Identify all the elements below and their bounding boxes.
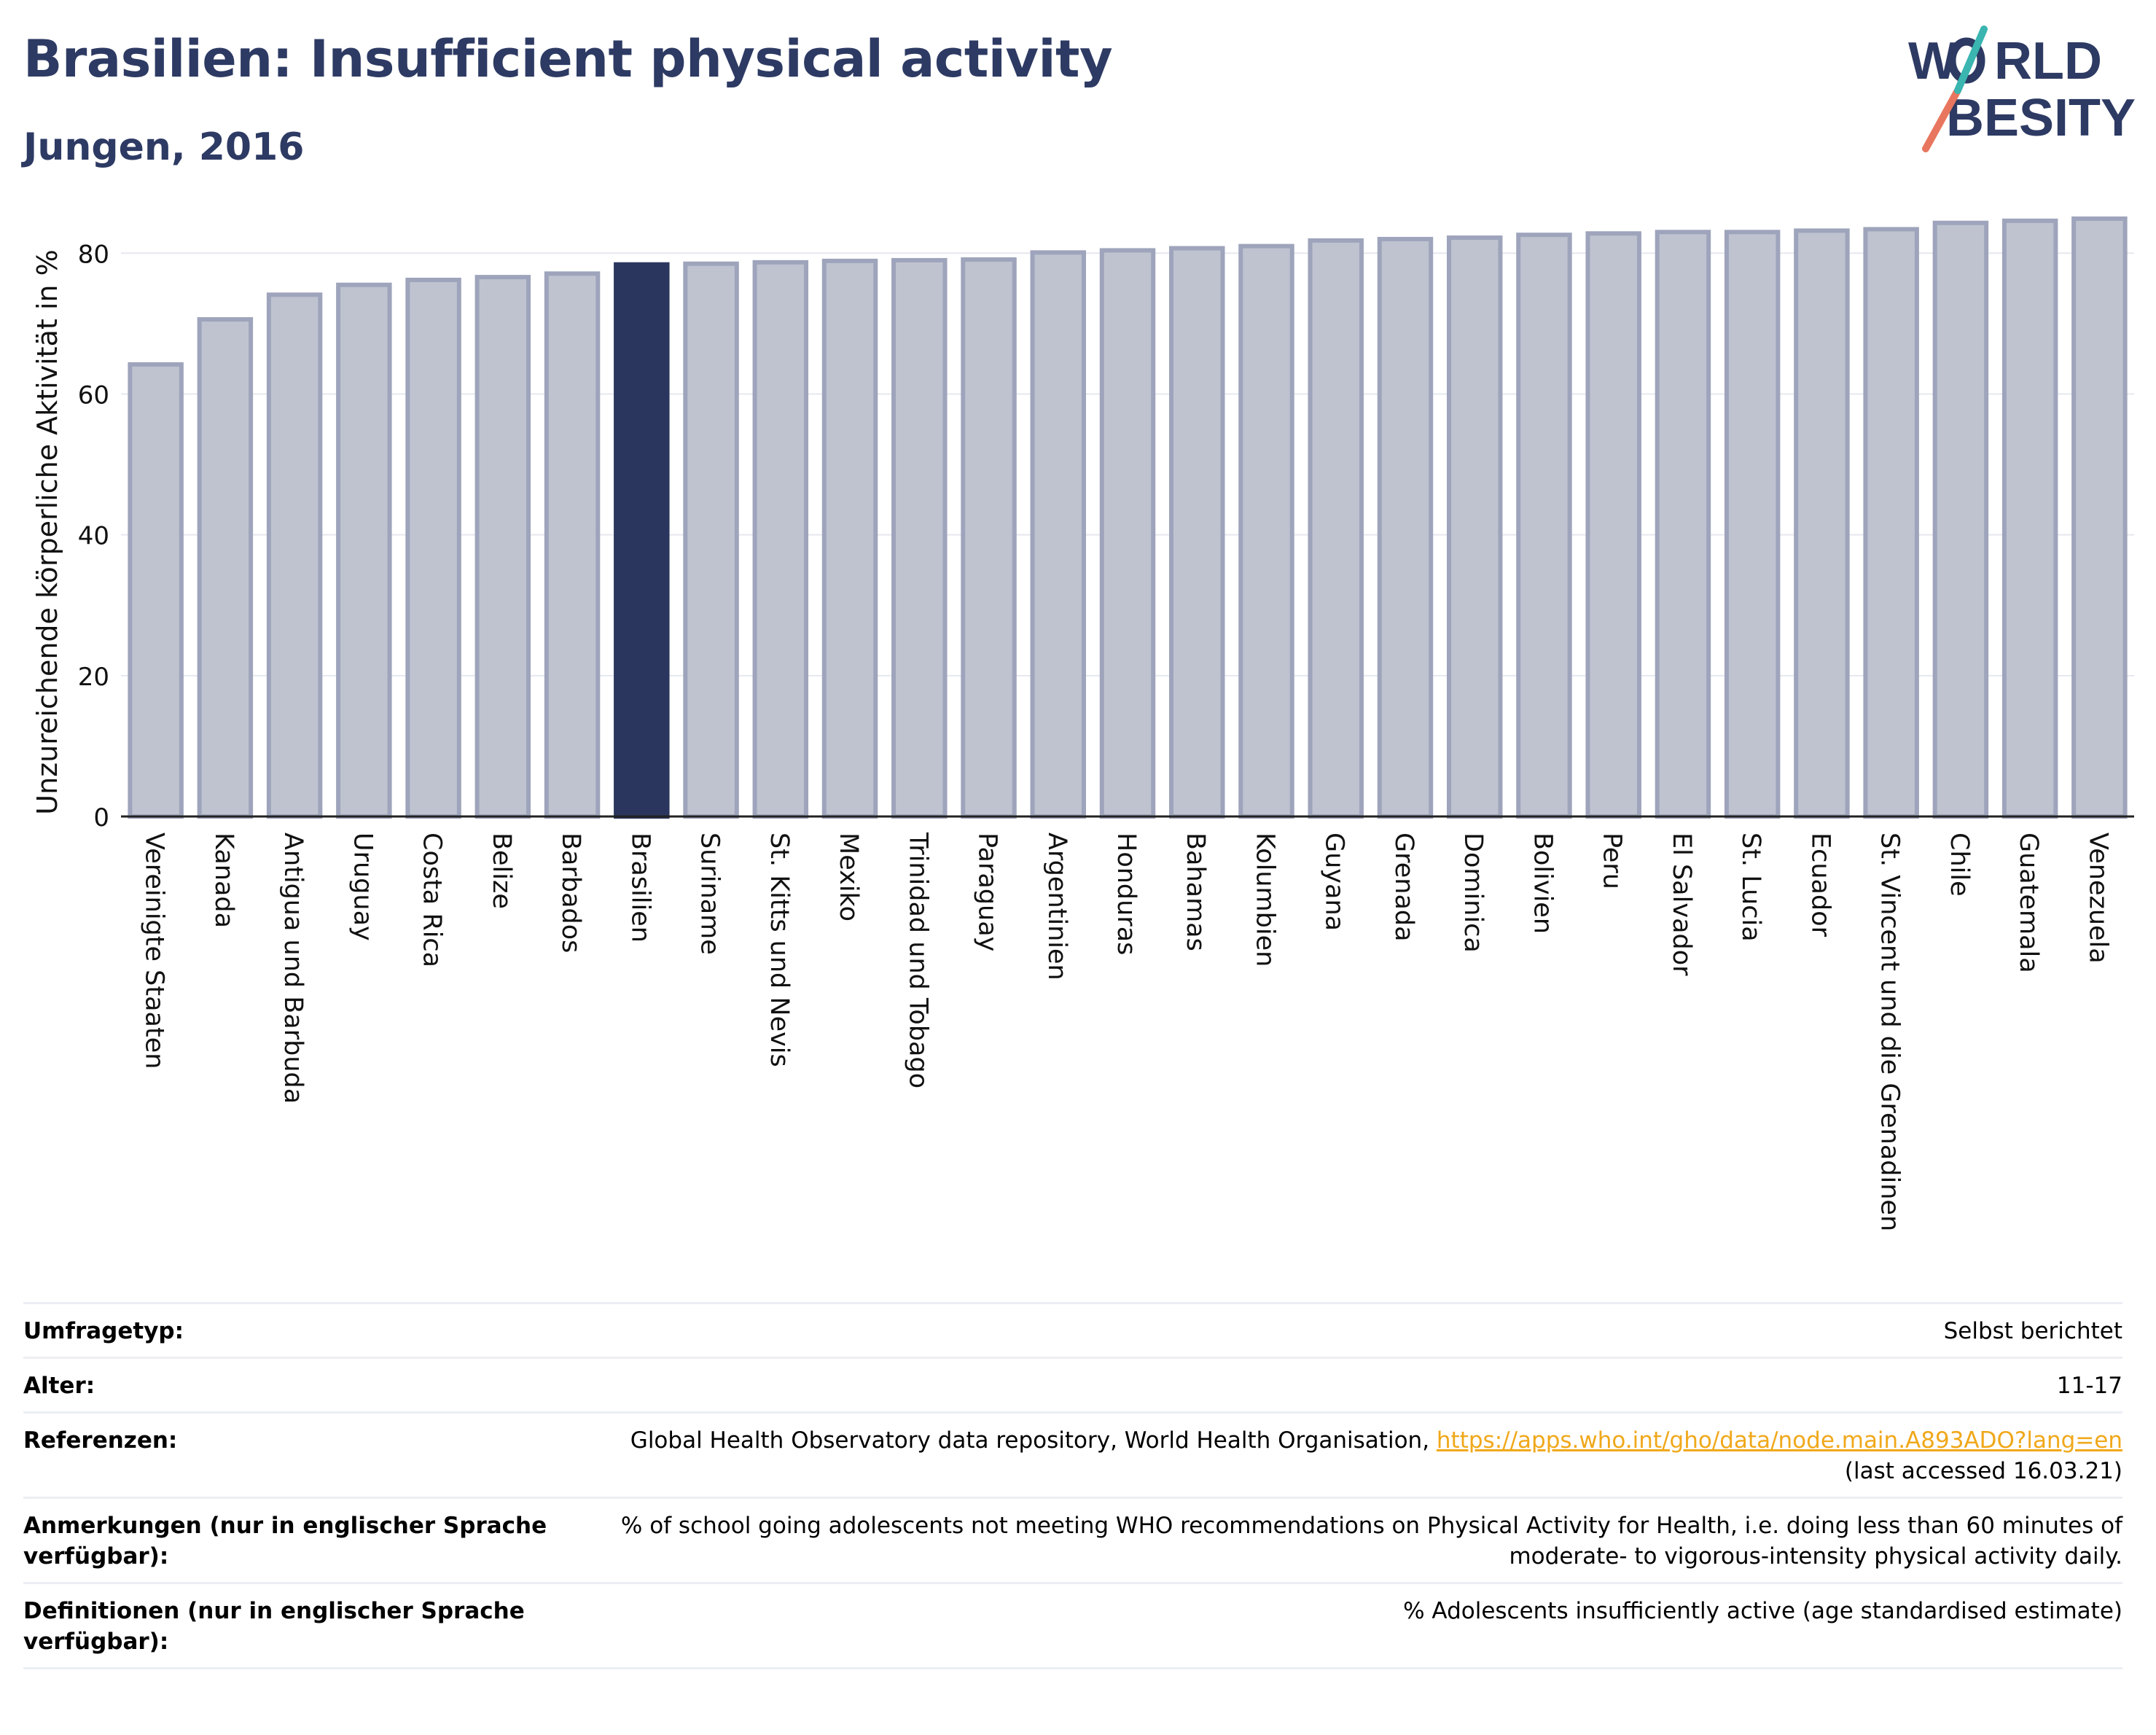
- x-tick-label: Kanada: [209, 833, 238, 928]
- x-tick-label: Peru: [1598, 833, 1627, 889]
- info-table: Umfragetyp: Selbst berichtet Alter: 11-1…: [23, 1302, 2122, 1669]
- bar-guyana: [1308, 238, 1364, 819]
- bar-suriname: [683, 261, 739, 819]
- bar-uruguay: [336, 282, 392, 819]
- bars: [128, 216, 2128, 819]
- bar-costa-rica: [405, 277, 461, 819]
- info-row-references: Referenzen: Global Health Observatory da…: [23, 1411, 2122, 1497]
- references-accessed: (last accessed 16.03.21): [1844, 1458, 2122, 1484]
- x-tick-label: Suriname: [695, 833, 724, 955]
- x-tick-label: Guyana: [1320, 833, 1349, 931]
- bar-bolivien: [1516, 233, 1572, 819]
- info-row-definitions: Definitionen (nur in englischer Sprache …: [23, 1582, 2122, 1669]
- x-tick-label: Guatemala: [2014, 833, 2043, 973]
- bar-el-salvador: [1655, 230, 1711, 819]
- x-tick-label: Paraguay: [973, 833, 1002, 951]
- references-label: Referenzen:: [23, 1427, 178, 1454]
- x-tick-labels: Vereinigte Staaten Kanada Antigua und Barb…: [140, 832, 2113, 1231]
- page-title: Brasilien: Insufficient physical activit…: [23, 29, 1113, 89]
- x-tick-label: Kolumbien: [1250, 833, 1279, 967]
- y-tick-labels: 0 20 40 60 80: [78, 240, 109, 833]
- page-subtitle: Jungen, 2016: [23, 125, 305, 169]
- x-tick-label: Vereinigte Staaten: [140, 833, 169, 1069]
- bar-st-kitts-und-nevis: [752, 260, 809, 819]
- bar-st-vincent-und-die-grenadinen: [1863, 227, 1919, 819]
- x-tick-label: St. Kitts und Nevis: [765, 833, 794, 1067]
- bar-dominica: [1446, 235, 1503, 819]
- x-tick-label: Brasilien: [625, 833, 655, 943]
- x-tick-label: Mexiko: [834, 833, 863, 921]
- x-tick-label: El Salvador: [1667, 833, 1696, 976]
- x-tick-label: Grenada: [1389, 833, 1418, 942]
- bar-bahamas: [1169, 246, 1225, 819]
- x-tick-label: Uruguay: [348, 833, 377, 941]
- bar-ecuador: [1794, 228, 1850, 819]
- world-obesity-logo: W RLD BESITY: [1908, 26, 2136, 152]
- bar-chile: [1932, 220, 1989, 819]
- references-text: Global Health Observatory data repositor…: [630, 1427, 1430, 1454]
- bar-belize: [474, 275, 531, 819]
- notes-label: Anmerkungen (nur in englischer Sprache v…: [23, 1513, 547, 1570]
- bar-paraguay: [961, 257, 1017, 819]
- y-tick-label: 60: [78, 381, 109, 410]
- bar-kanada: [197, 317, 254, 819]
- info-row-age: Alter: 11-17: [23, 1357, 2122, 1411]
- x-tick-label: Antigua und Barbuda: [278, 833, 308, 1104]
- bar-venezuela: [2071, 216, 2128, 819]
- x-tick-label: St. Lucia: [1736, 833, 1765, 942]
- x-tick-label: Venezuela: [2083, 833, 2112, 964]
- svg-text:BESITY: BESITY: [1946, 89, 2136, 147]
- x-tick-label: Costa Rica: [418, 833, 447, 967]
- x-tick-label: Belize: [487, 833, 516, 909]
- bar-mexiko: [821, 258, 878, 819]
- bar-honduras: [1099, 248, 1156, 819]
- x-tick-label: Bahamas: [1181, 833, 1210, 951]
- bar-brasilien: [614, 262, 670, 819]
- age-label: Alter:: [23, 1373, 95, 1399]
- notes-value: % of school going adolescents not meetin…: [620, 1513, 2122, 1570]
- bar-grenada: [1377, 236, 1434, 819]
- bar-trinidad-und-tobago: [891, 257, 948, 819]
- bar-antigua-und-barbuda: [266, 292, 323, 819]
- age-value: 11-17: [2056, 1373, 2122, 1399]
- x-tick-label: Barbados: [556, 833, 585, 953]
- info-row-notes: Anmerkungen (nur in englischer Sprache v…: [23, 1497, 2122, 1582]
- bar-barbados: [544, 271, 601, 819]
- y-tick-label: 40: [78, 522, 109, 551]
- x-tick-label: St. Vincent und die Grenadinen: [1875, 833, 1905, 1231]
- bar-vereinigte-staaten: [128, 362, 184, 819]
- x-tick-label: Argentinien: [1042, 833, 1071, 980]
- x-tick-label: Honduras: [1112, 833, 1141, 955]
- y-tick-label: 0: [93, 803, 109, 833]
- bar-st-lucia: [1724, 230, 1781, 819]
- definitions-label: Definitionen (nur in englischer Sprache …: [23, 1598, 525, 1655]
- y-tick-label: 20: [78, 663, 109, 692]
- bar-peru: [1585, 231, 1641, 819]
- survey-label: Umfragetyp:: [23, 1318, 184, 1344]
- x-tick-label: Bolivien: [1528, 833, 1557, 934]
- info-row-survey: Umfragetyp: Selbst berichtet: [23, 1302, 2122, 1357]
- x-tick-label: Dominica: [1458, 833, 1488, 953]
- x-tick-label: Ecuador: [1805, 833, 1835, 937]
- bar-argentinien: [1030, 250, 1086, 819]
- bar-guatemala: [2001, 218, 2058, 819]
- references-link[interactable]: https://apps.who.int/gho/data/node.main.…: [1436, 1427, 2122, 1454]
- definitions-value: % Adolescents insufficiently active (age…: [1403, 1598, 2122, 1624]
- references-value: Global Health Observatory data repositor…: [563, 1425, 2122, 1486]
- x-tick-label: Chile: [1945, 833, 1974, 897]
- bar-chart: 0 20 40 60 80 Vereinigte Staaten Kanada Antigu…: [31, 216, 2134, 1231]
- bar-kolumbien: [1238, 243, 1294, 819]
- y-axis-label: Unzureichende körperliche Aktivität in %: [31, 249, 63, 814]
- survey-value: Selbst berichtet: [1943, 1318, 2122, 1344]
- y-tick-label: 80: [78, 240, 109, 269]
- x-tick-label: Trinidad und Tobago: [903, 832, 932, 1088]
